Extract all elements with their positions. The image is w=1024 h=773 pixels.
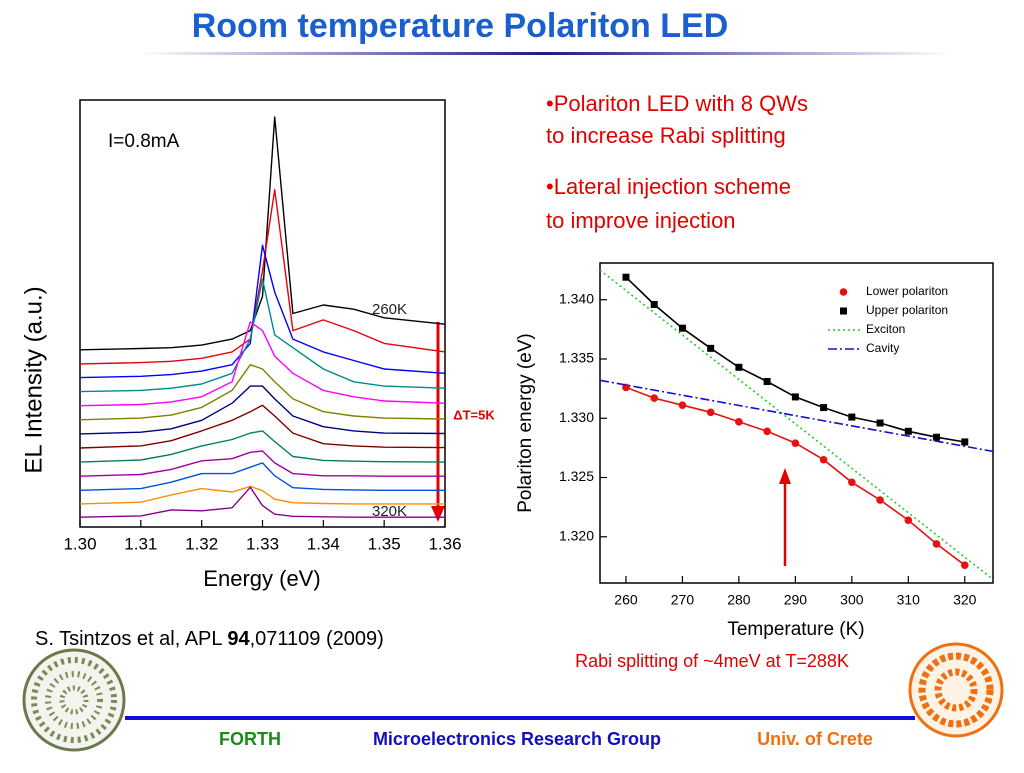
x-tick-label: 1.33 <box>246 534 279 553</box>
point <box>622 273 630 281</box>
annotation: 260K <box>372 301 407 318</box>
point <box>735 418 743 426</box>
spectrum-line <box>79 321 446 407</box>
legend-marker <box>840 307 847 315</box>
caption: Rabi splitting of ~4meV at T=288K <box>575 651 849 671</box>
point <box>848 478 856 487</box>
point <box>876 419 884 427</box>
y-tick-label: 1.340 <box>559 290 594 306</box>
point <box>706 408 715 417</box>
footer-right: Univ. of Crete <box>757 729 873 749</box>
spectrum-line <box>79 189 446 365</box>
point <box>932 540 941 548</box>
y-tick-label: 1.330 <box>559 409 594 425</box>
annotation: I=0.8mA <box>108 131 180 152</box>
point <box>763 427 771 436</box>
spectrum-line <box>79 486 445 518</box>
point <box>791 439 800 447</box>
citation-part: S. Tsintzos et al, APL <box>35 628 227 650</box>
x-tick-label: 270 <box>671 592 695 608</box>
title-underline <box>140 52 950 55</box>
logo-left <box>22 648 126 752</box>
citation-volume: 94 <box>227 628 250 650</box>
y-tick-label: 1.320 <box>559 527 594 543</box>
x-axis-label: Temperature (K) <box>727 619 864 640</box>
spectrum-line <box>79 244 446 379</box>
point <box>707 344 715 352</box>
footer-left: FORTH <box>219 729 281 749</box>
point <box>819 455 828 464</box>
y-axis-label: EL Intensity (a.u.) <box>20 286 47 473</box>
x-axis-label: Energy (eV) <box>203 566 320 591</box>
x-tick-label: 260 <box>614 592 638 608</box>
series-line <box>599 379 994 453</box>
x-tick-label: 310 <box>897 592 921 608</box>
point <box>848 413 856 421</box>
x-tick-label: 300 <box>840 592 864 608</box>
arrow-head <box>779 468 791 484</box>
point <box>735 363 743 371</box>
point <box>904 427 912 435</box>
series-line <box>625 386 966 566</box>
citation-part: ,071109 (2009) <box>250 628 384 650</box>
point <box>678 324 686 332</box>
bullet-line: •Lateral injection scheme <box>546 174 791 199</box>
series-line <box>599 269 994 581</box>
footer-center: Microelectronics Research Group <box>373 729 661 749</box>
spectrum-line <box>79 364 446 421</box>
point <box>904 516 913 524</box>
point <box>622 383 630 392</box>
point <box>933 433 941 441</box>
y-tick-label: 1.335 <box>559 350 594 366</box>
arrow-head <box>431 506 445 522</box>
spectrum-line <box>79 462 445 491</box>
legend-marker <box>839 288 848 296</box>
point <box>876 496 884 504</box>
spectrum-line <box>79 430 446 463</box>
bullet-line: •Polariton LED with 8 QWs <box>546 91 808 116</box>
y-axis-label: Polariton energy (eV) <box>515 333 536 513</box>
spectrum-line <box>79 450 445 477</box>
y-tick-label: 1.325 <box>559 468 594 484</box>
spectrum-line <box>79 116 446 351</box>
legend-label: Cavity <box>866 341 899 355</box>
x-tick-label: 1.36 <box>428 534 461 553</box>
legend-label: Upper polariton <box>866 303 948 317</box>
legend-label: Exciton <box>866 322 905 336</box>
slide-title: Room temperature Polariton LED <box>192 7 729 45</box>
point <box>791 393 799 401</box>
x-tick-label: 1.30 <box>63 534 96 553</box>
legend-label: Lower polariton <box>866 284 948 298</box>
x-tick-label: 280 <box>727 592 751 608</box>
point <box>820 404 828 412</box>
annotation: 320K <box>372 503 407 520</box>
x-tick-label: 1.31 <box>124 534 157 553</box>
point <box>763 378 771 386</box>
citation: S. Tsintzos et al, APL 94,071109 (2009) <box>35 628 384 650</box>
x-tick-label: 320 <box>953 592 977 608</box>
plot-frame <box>599 262 994 584</box>
spectrum-line <box>79 385 446 435</box>
bullet-line: to increase Rabi splitting <box>546 123 786 148</box>
annotation: ΔT=5K <box>453 407 495 422</box>
x-tick-label: 1.34 <box>307 534 340 553</box>
spectrum-line <box>79 485 445 505</box>
point <box>650 300 658 308</box>
x-tick-label: 1.32 <box>185 534 218 553</box>
footer-rule <box>125 716 915 720</box>
x-tick-label: 1.35 <box>368 534 401 553</box>
point <box>960 561 969 570</box>
point <box>961 438 969 446</box>
spectrum-line <box>79 278 446 393</box>
bullet-line: to improve injection <box>546 208 736 233</box>
point <box>678 401 687 410</box>
spectrum-line <box>79 404 446 449</box>
x-tick-label: 290 <box>784 592 808 608</box>
series-line <box>625 276 965 443</box>
point <box>650 394 659 402</box>
logo-right <box>908 642 1004 738</box>
